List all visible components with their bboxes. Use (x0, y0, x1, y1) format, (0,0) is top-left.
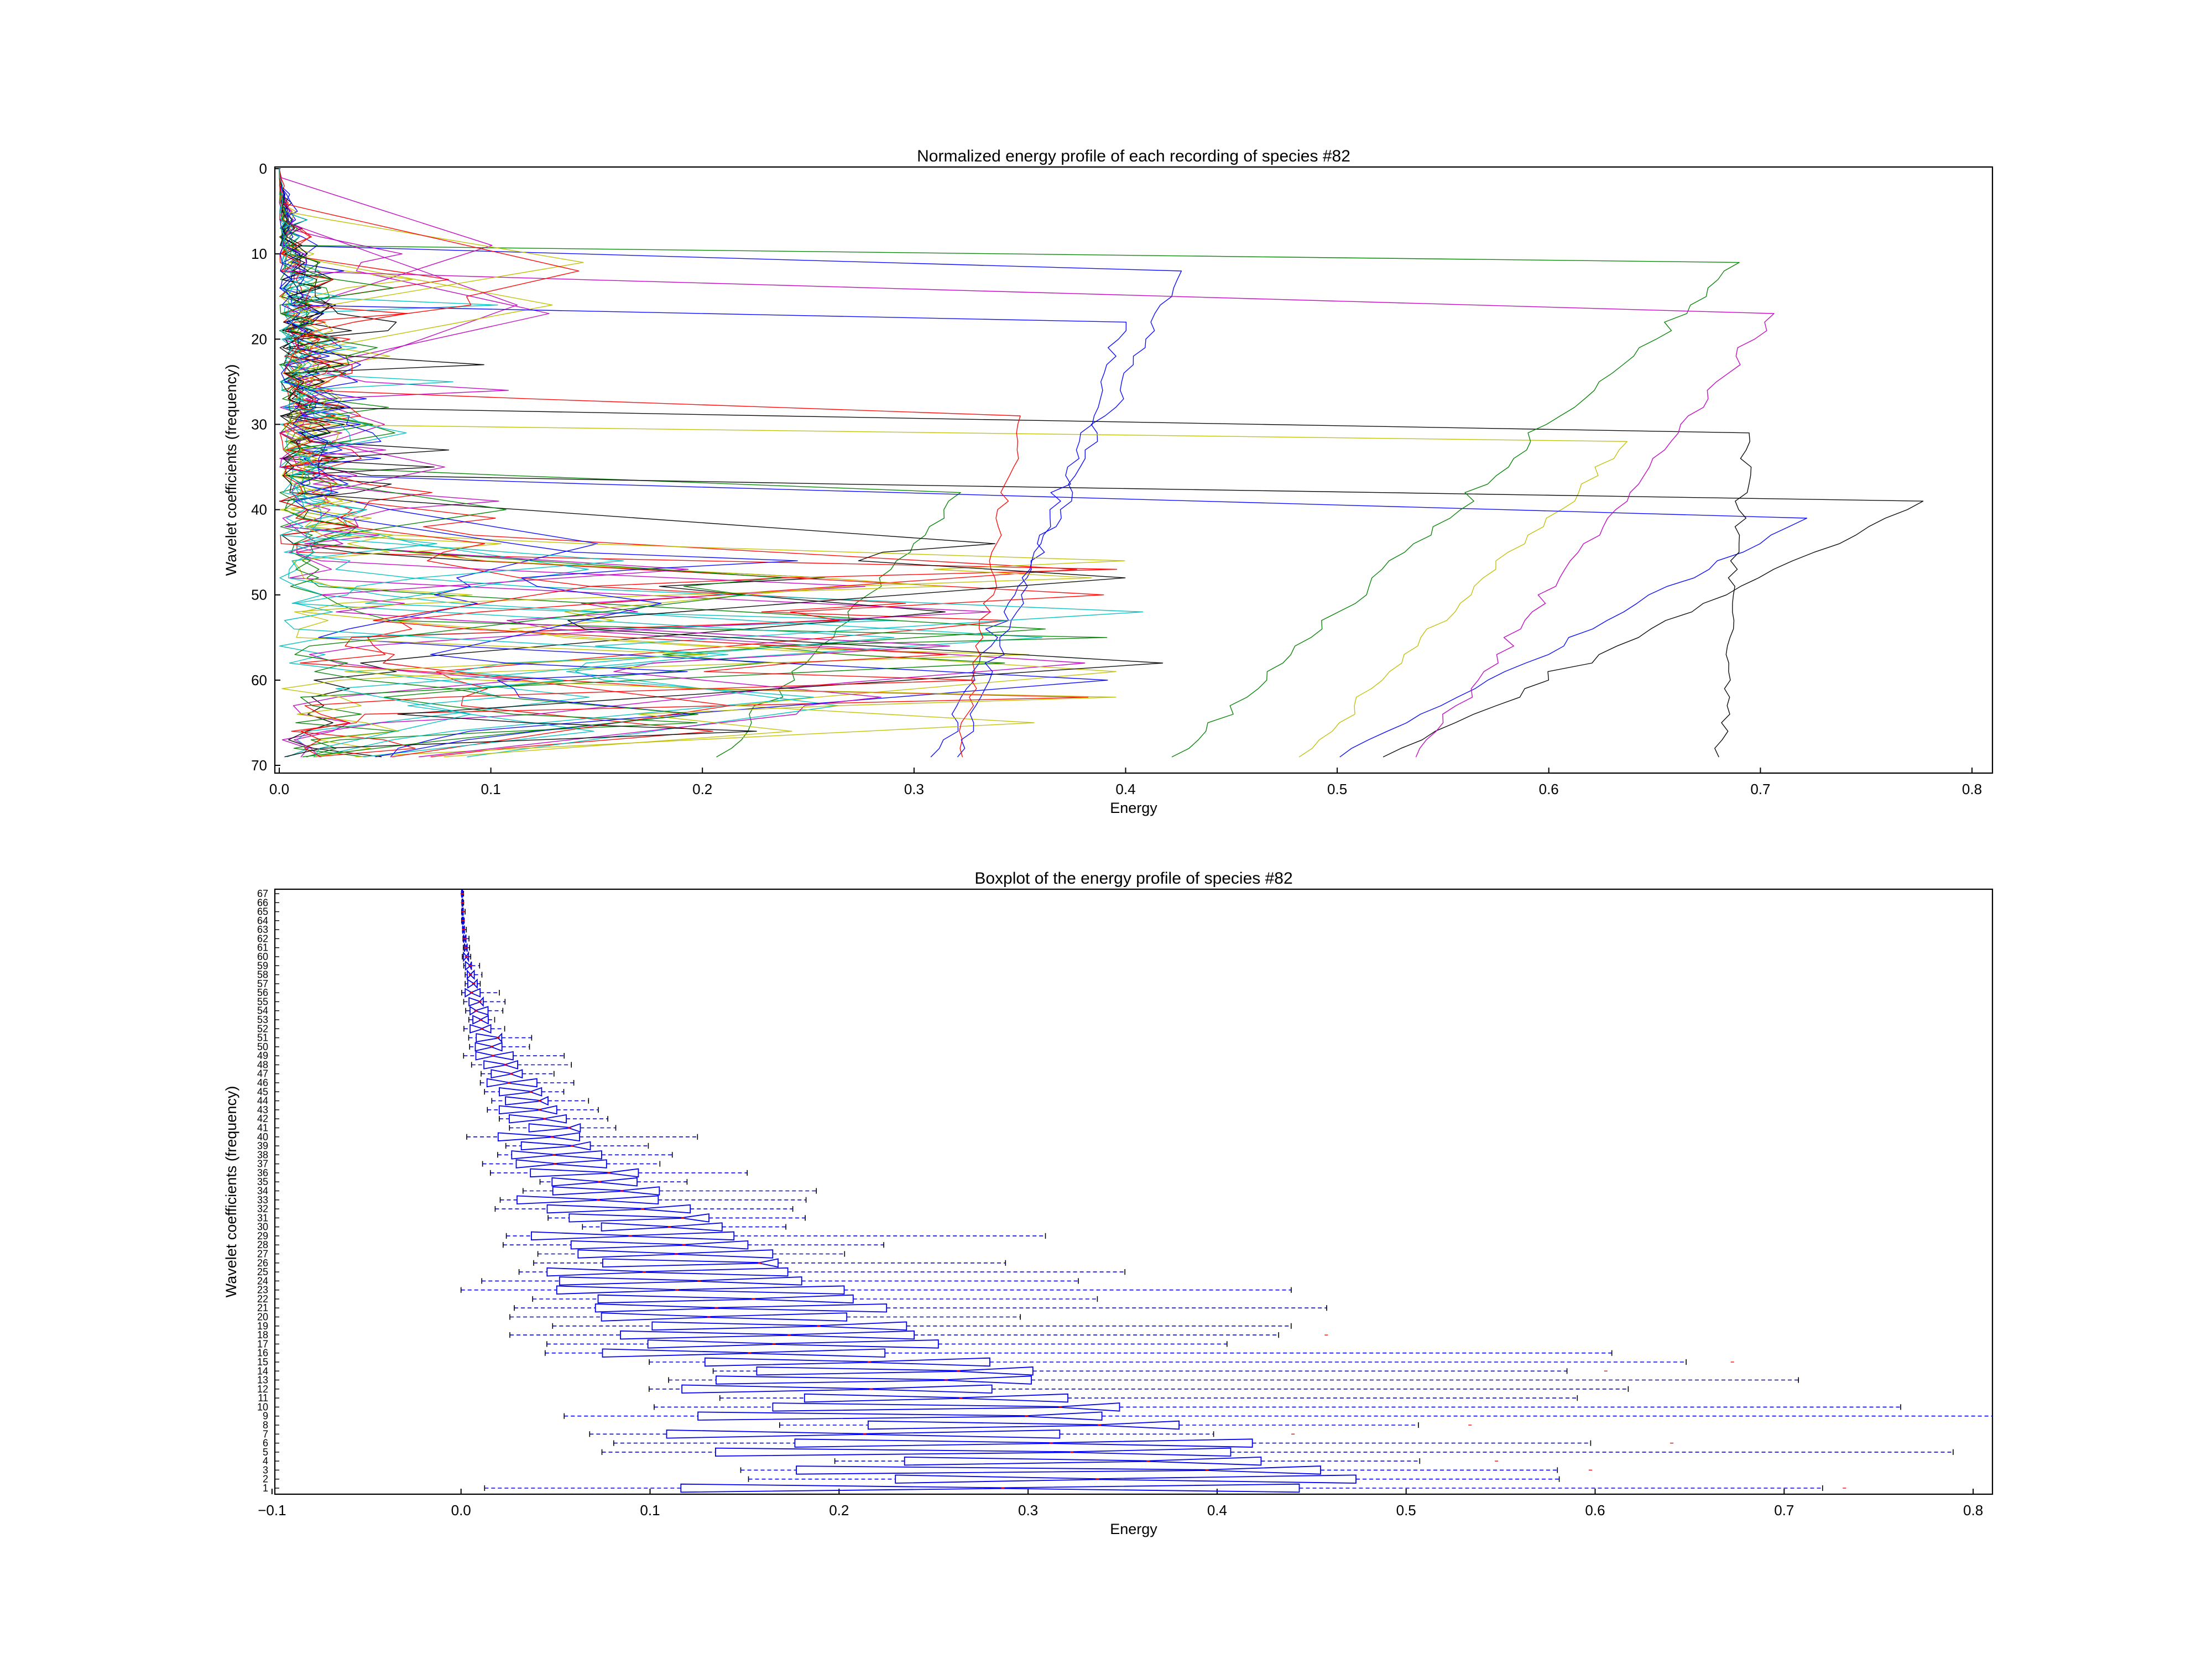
svg-text:Boxplot of the energy profile: Boxplot of the energy profile of species… (974, 869, 1292, 888)
svg-text:0.4: 0.4 (1207, 1502, 1227, 1519)
svg-text:0.8: 0.8 (1962, 781, 1982, 797)
svg-text:0.1: 0.1 (640, 1502, 660, 1519)
svg-text:0.5: 0.5 (1396, 1502, 1416, 1519)
svg-text:0.6: 0.6 (1539, 781, 1559, 797)
svg-text:10: 10 (251, 246, 267, 262)
svg-text:0: 0 (259, 160, 267, 177)
svg-text:70: 70 (251, 757, 267, 774)
svg-text:Normalized energy profile of e: Normalized energy profile of each record… (917, 147, 1350, 165)
svg-text:Wavelet coefficients (frequenc: Wavelet coefficients (frequency) (223, 364, 239, 576)
svg-text:0.8: 0.8 (1963, 1502, 1983, 1519)
svg-text:0.2: 0.2 (692, 781, 712, 797)
svg-text:0.7: 0.7 (1750, 781, 1770, 797)
svg-text:20: 20 (251, 331, 267, 347)
svg-text:60: 60 (251, 672, 267, 688)
svg-text:0.2: 0.2 (829, 1502, 849, 1519)
svg-text:Energy: Energy (1110, 1521, 1157, 1537)
svg-text:0.3: 0.3 (1018, 1502, 1038, 1519)
svg-text:30: 30 (251, 416, 267, 432)
svg-text:0.7: 0.7 (1774, 1502, 1794, 1519)
svg-text:0.3: 0.3 (904, 781, 924, 797)
svg-text:0.4: 0.4 (1115, 781, 1135, 797)
svg-text:0.1: 0.1 (481, 781, 501, 797)
svg-text:67: 67 (257, 888, 268, 899)
svg-text:0.6: 0.6 (1585, 1502, 1605, 1519)
svg-text:−0.1: −0.1 (258, 1502, 286, 1519)
svg-text:40: 40 (251, 502, 267, 518)
svg-text:50: 50 (251, 587, 267, 603)
svg-text:Wavelet coefficients (frequenc: Wavelet coefficients (frequency) (223, 1086, 239, 1298)
svg-text:0.5: 0.5 (1327, 781, 1347, 797)
svg-text:0.0: 0.0 (269, 781, 289, 797)
svg-text:0.0: 0.0 (451, 1502, 471, 1519)
svg-text:Energy: Energy (1110, 800, 1157, 816)
